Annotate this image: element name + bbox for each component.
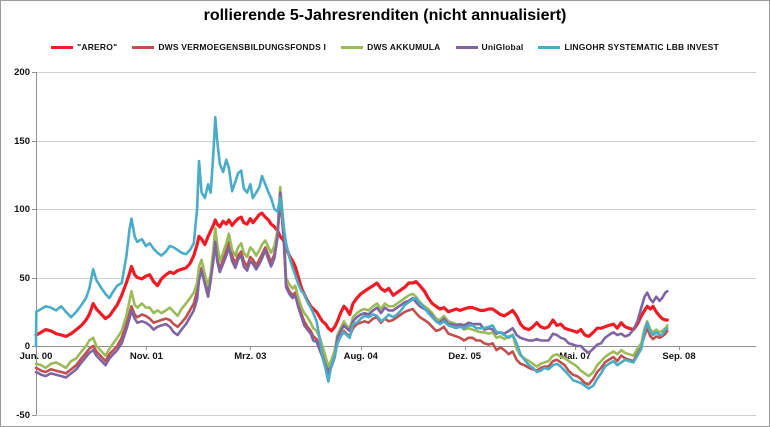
y-axis-line: [36, 72, 37, 415]
legend-label-arero: "ARERO": [77, 42, 118, 52]
gridline--50: [36, 414, 756, 416]
legend: "ARERO" DWS VERMOEGENSBILDUNGSFONDS I DWS …: [1, 42, 769, 52]
y-tick-50: [32, 277, 36, 279]
legend-item-arero[interactable]: "ARERO": [51, 42, 117, 52]
x-tick-sep-08: [679, 346, 680, 350]
legend-swatch-uniglobal: [455, 45, 478, 49]
x-axis-label-sep-08: Sep. 08: [662, 351, 696, 362]
chart-title: rollierende 5-Jahresrenditen (nicht annu…: [203, 7, 567, 24]
legend-swatch-arero: [51, 45, 74, 49]
legend-swatch-lingohr-systematic-lbb-invest: [538, 45, 561, 49]
y-axis-label-50: 50: [19, 272, 30, 284]
x-tick-mrz-03: [250, 346, 252, 350]
x-tick-nov-01: [146, 346, 148, 350]
legend-item-dws-vermoegensbildungsfonds-i[interactable]: DWS VERMOEGENSBILDUNGSFONDS I: [132, 42, 326, 52]
x-axis-label-jun-00: Jun. 00: [19, 351, 53, 362]
x-tick-mai-07: [575, 346, 577, 350]
legend-swatch-dws-akkumula: [341, 45, 364, 49]
x-axis-label-mai-07: Mai. 07: [559, 351, 591, 362]
y-axis-label--50: -50: [16, 409, 30, 421]
legend-label-lingohr-systematic-lbb-invest: LINGOHR SYSTEMATIC LBB INVEST: [564, 42, 719, 52]
legend-label-dws-akkumula: DWS AKKUMULA: [367, 42, 441, 52]
gridline-150: [36, 140, 756, 142]
y-axis-label-0: 0: [24, 341, 30, 352]
y-axis-label-200: 200: [14, 67, 30, 78]
gridline-200: [36, 72, 756, 73]
gridline-100: [36, 209, 756, 210]
y-tick--50: [32, 414, 36, 416]
legend-swatch-dws-vermoegensbildungsfonds-i: [132, 45, 155, 49]
x-axis-label-dez-05: Dez. 05: [448, 351, 482, 362]
series-line-lingohr-systematic-lbb-invest: [34, 115, 669, 390]
y-axis-label-100: 100: [14, 204, 30, 215]
legend-item-uniglobal[interactable]: UniGlobal: [455, 42, 524, 52]
x-axis-label-mrz-03: Mrz. 03: [234, 351, 267, 362]
legend-label-uniglobal: UniGlobal: [481, 42, 524, 52]
x-tick-aug-04: [360, 346, 362, 350]
x-axis-label-aug-04: Aug. 04: [343, 351, 378, 362]
y-axis-label-150: 150: [14, 135, 30, 147]
y-tick-200: [32, 72, 36, 73]
gridline-0: [36, 346, 756, 347]
x-tick-dez-05: [464, 346, 466, 350]
series-line-arero: [34, 211, 669, 338]
y-tick-150: [32, 140, 36, 142]
gridline-50: [36, 277, 756, 279]
legend-item-dws-akkumula[interactable]: DWS AKKUMULA: [341, 42, 440, 52]
series-line-dws-akkumula: [34, 185, 669, 378]
legend-item-lingohr-systematic-lbb-invest[interactable]: LINGOHR SYSTEMATIC LBB INVEST: [538, 42, 719, 52]
x-tick-jun-00: [36, 346, 37, 350]
x-axis-label-nov-01: Nov. 01: [129, 351, 163, 362]
legend-label-dws-vermoegensbildungsfonds-i: DWS VERMOEGENSBILDUNGSFONDS I: [158, 42, 327, 52]
y-tick-0: [32, 346, 36, 347]
y-tick-100: [32, 209, 36, 210]
